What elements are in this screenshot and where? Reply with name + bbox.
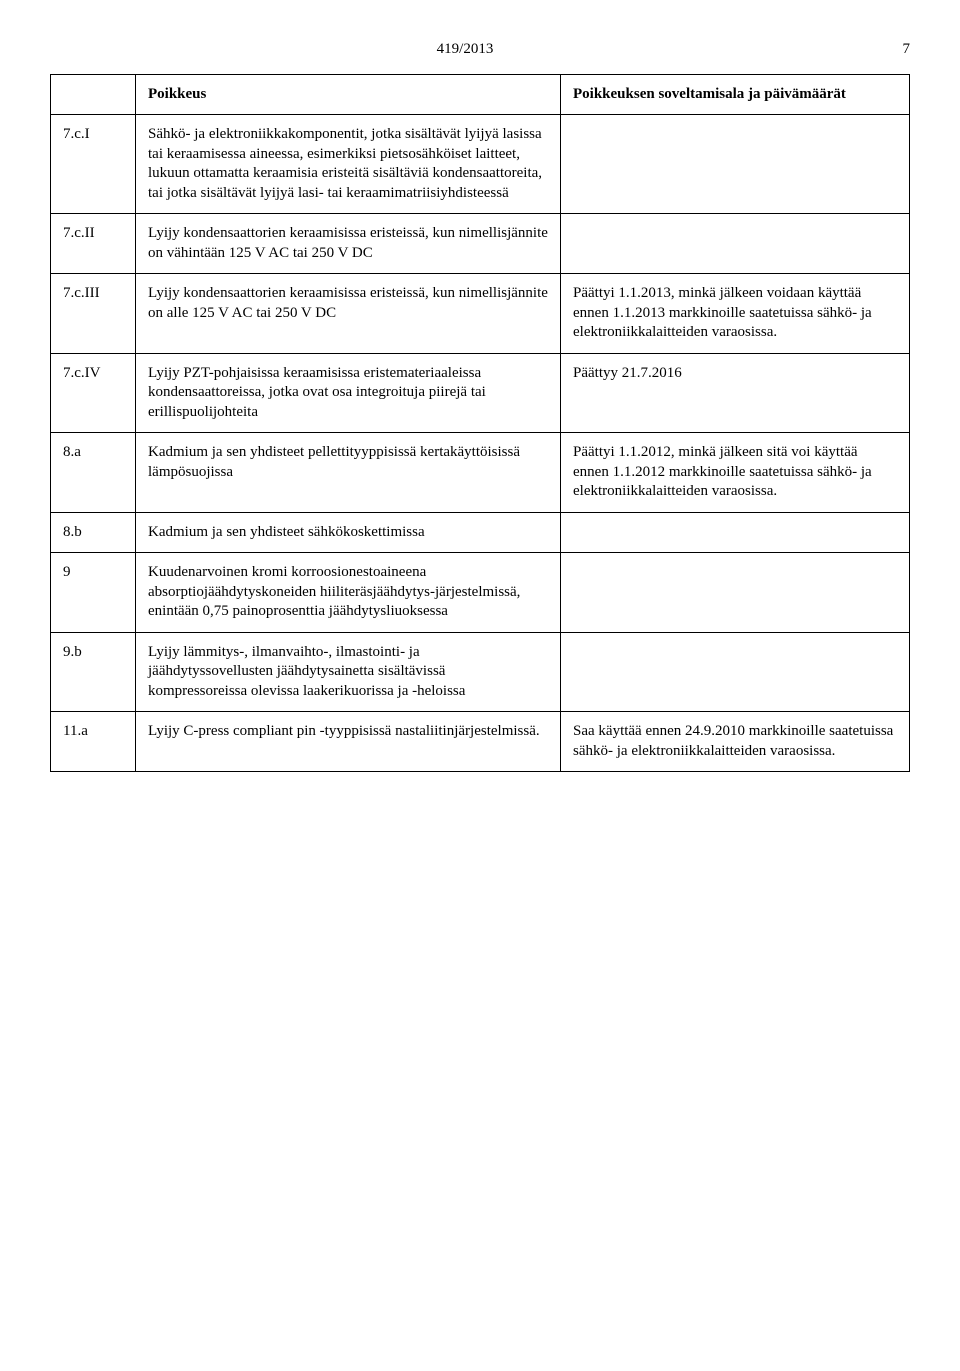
cell-poikkeus: Sähkö- ja elektroniikkakomponentit, jotk… [136,115,561,214]
cell-id: 7.c.III [51,274,136,354]
table-row: 8.b Kadmium ja sen yhdisteet sähkökosket… [51,512,910,553]
table-row: 9 Kuudenarvoinen kromi korroosionestoain… [51,553,910,633]
cell-sov: Päättyy 21.7.2016 [561,353,910,433]
table-row: 7.c.III Lyijy kondensaattorien keraamisi… [51,274,910,354]
cell-sov [561,632,910,712]
cell-poikkeus: Lyijy kondensaattorien keraamisissa eris… [136,214,561,274]
cell-poikkeus: Lyijy lämmitys-, ilmanvaihto-, ilmastoin… [136,632,561,712]
cell-sov: Päättyi 1.1.2012, minkä jälkeen sitä voi… [561,433,910,513]
exceptions-table: Poikkeus Poikkeuksen soveltamisala ja pä… [50,74,910,773]
header-cell-poikkeus: Poikkeus [136,74,561,115]
header-cell-soveltamisala: Poikkeuksen soveltamisala ja päivämäärät [561,74,910,115]
table-row: 7.c.IV Lyijy PZT-pohjaisissa keraamisiss… [51,353,910,433]
cell-poikkeus: Lyijy kondensaattorien keraamisissa eris… [136,274,561,354]
table-header-row: Poikkeus Poikkeuksen soveltamisala ja pä… [51,74,910,115]
cell-sov [561,512,910,553]
page-number: 7 [880,40,910,60]
page-header: 419/2013 7 [50,40,910,60]
header-cell-id [51,74,136,115]
table-row: 11.a Lyijy C-press compliant pin -tyyppi… [51,712,910,772]
cell-id: 7.c.IV [51,353,136,433]
cell-sov: Päättyi 1.1.2013, minkä jälkeen voidaan … [561,274,910,354]
cell-poikkeus: Lyijy PZT-pohjaisissa keraamisissa erist… [136,353,561,433]
document-number: 419/2013 [50,40,880,60]
cell-sov [561,553,910,633]
table-row: 9.b Lyijy lämmitys-, ilmanvaihto-, ilmas… [51,632,910,712]
cell-sov [561,214,910,274]
cell-poikkeus: Kuudenarvoinen kromi korroosionestoainee… [136,553,561,633]
table-row: 7.c.II Lyijy kondensaattorien keraamisis… [51,214,910,274]
cell-id: 9.b [51,632,136,712]
table-row: 7.c.I Sähkö- ja elektroniikkakomponentit… [51,115,910,214]
cell-poikkeus: Kadmium ja sen yhdisteet pellettityyppis… [136,433,561,513]
cell-sov: Saa käyttää ennen 24.9.2010 markkinoille… [561,712,910,772]
cell-id: 11.a [51,712,136,772]
cell-id: 7.c.II [51,214,136,274]
cell-id: 8.a [51,433,136,513]
table-row: 8.a Kadmium ja sen yhdisteet pellettityy… [51,433,910,513]
cell-id: 8.b [51,512,136,553]
cell-id: 9 [51,553,136,633]
cell-poikkeus: Lyijy C-press compliant pin -tyyppisissä… [136,712,561,772]
cell-id: 7.c.I [51,115,136,214]
cell-sov [561,115,910,214]
cell-poikkeus: Kadmium ja sen yhdisteet sähkökoskettimi… [136,512,561,553]
